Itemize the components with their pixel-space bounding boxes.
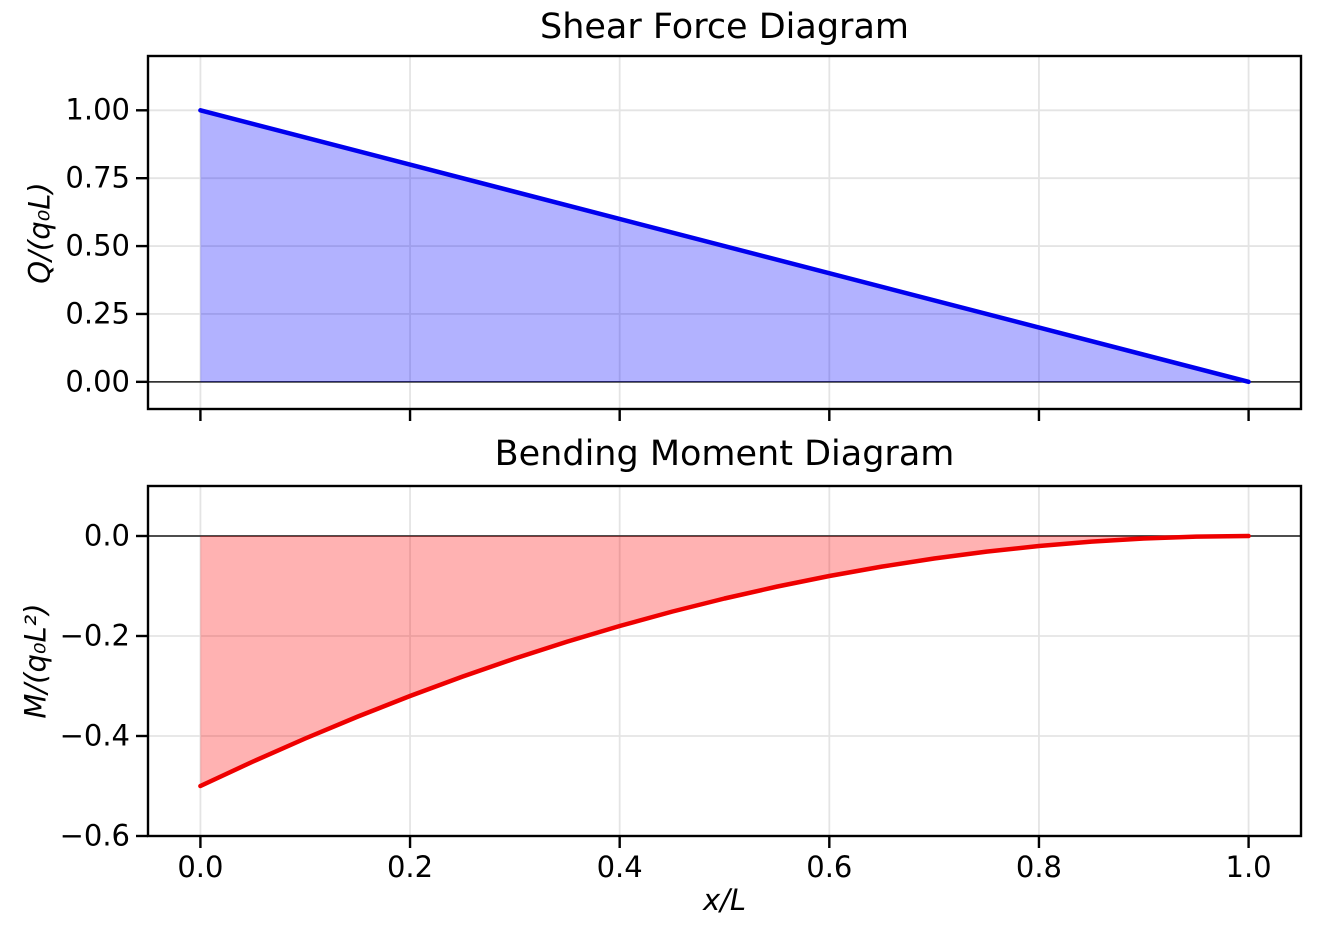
data-curve (198, 533, 1251, 789)
axes-spines (146, 54, 1303, 411)
x-axis-label: x/L (702, 883, 747, 917)
shear-ytick-label: 1.00 (65, 92, 130, 127)
shear-ytick-label: 0.25 (65, 296, 130, 331)
x-tick-label: 0.6 (806, 850, 853, 884)
shear-chart-svg (136, 54, 1303, 421)
x-tick-label: 0.0 (177, 850, 224, 884)
x-tick-label: 1.0 (1225, 850, 1272, 884)
moment-plot-area (136, 484, 1303, 848)
moment-chart-svg (136, 484, 1303, 848)
x-tick-label: 0.4 (596, 850, 643, 884)
moment-y-axis-label: M/(q₀L²) (18, 603, 53, 719)
data-curve (198, 108, 1251, 385)
moment-ytick-label: −0.4 (59, 718, 130, 753)
moment-ytick-label: 0.0 (83, 518, 130, 553)
moment-ytick-label: −0.6 (59, 818, 130, 853)
axes-spines (146, 484, 1303, 838)
shear-y-axis-label: Q/(q₀L) (22, 182, 57, 284)
shear-ytick-label: 0.00 (65, 364, 130, 399)
shear-ytick-label: 0.75 (65, 160, 130, 195)
x-tick-label: 0.8 (1015, 850, 1063, 884)
shear-ytick-label: 0.50 (65, 228, 130, 263)
shear-chart-title: Shear Force Diagram (540, 7, 909, 47)
moment-chart-title: Bending Moment Diagram (494, 434, 955, 474)
area-fill (200, 536, 1249, 786)
x-tick-label: 0.2 (386, 850, 434, 884)
moment-ytick-label: −0.2 (59, 618, 130, 653)
shear-plot-area (136, 54, 1303, 421)
